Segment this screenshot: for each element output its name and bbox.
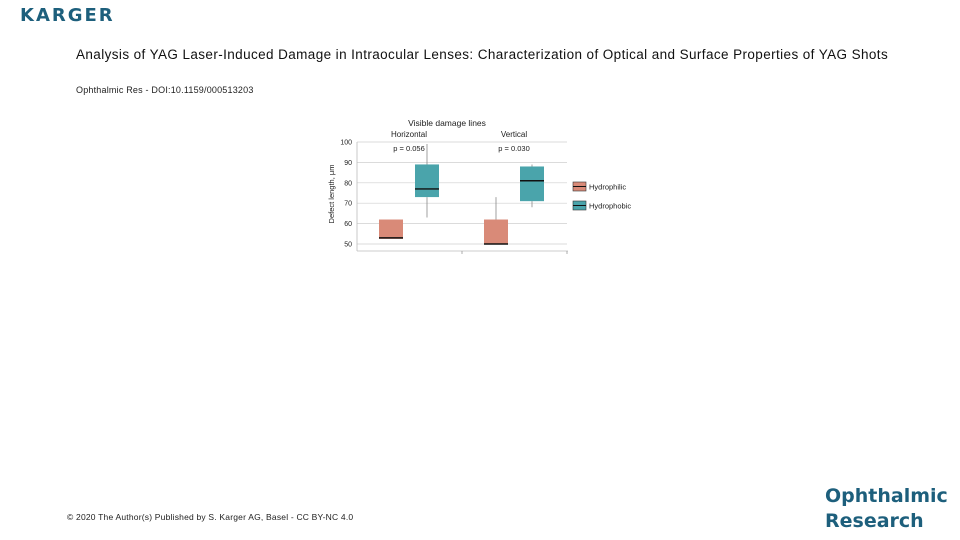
journal-brand-line1: Ophthalmic (825, 485, 948, 507)
article-title: Analysis of YAG Laser-Induced Damage in … (76, 47, 889, 62)
copyright-footer: © 2020 The Author(s) Published by S. Kar… (67, 512, 354, 522)
journal-doi: Ophthalmic Res - DOI:10.1159/000513203 (76, 85, 254, 95)
box-body-hydrophobic-horizontal (415, 164, 439, 198)
y-tick-label-70: 70 (344, 201, 352, 208)
y-tick-label-50: 50 (344, 242, 352, 249)
box-hydrophobic-horizontal (415, 144, 439, 218)
y-tick-label-80: 80 (344, 180, 352, 187)
box-hydrophobic-vertical (520, 164, 544, 208)
karger-logo: KARGER (20, 5, 115, 26)
box-hydrophilic-horizontal (379, 219, 403, 239)
box-hydrophilic-vertical (484, 197, 508, 245)
legend-label-hydrophobic: Hydrophobic (589, 202, 631, 211)
legend-item-hydrophilic: Hydrophilic (572, 181, 626, 192)
box-body-hydrophilic-vertical (484, 219, 508, 244)
y-axis-label: Defect length, μm (327, 165, 336, 224)
box-body-hydrophilic-horizontal (379, 219, 403, 239)
group-label-vertical: Vertical (501, 130, 527, 139)
boxplot-chart: Visible damage lines Horizontal Vertical… (327, 118, 631, 254)
group-label-horizontal: Horizontal (391, 130, 427, 139)
journal-brand-logo: Ophthalmic Research (825, 484, 948, 534)
y-tick-label-60: 60 (344, 221, 352, 228)
p-value-vertical: p = 0.030 (498, 144, 530, 153)
y-tick-label-100: 100 (340, 140, 352, 147)
legend: Hydrophilic Hydrophobic (572, 181, 631, 211)
p-value-horizontal: p = 0.056 (393, 144, 425, 153)
legend-label-hydrophilic: Hydrophilic (589, 183, 626, 192)
box-layer (379, 144, 544, 245)
y-tick-label-90: 90 (344, 160, 352, 167)
y-tick-layer: 50 60 70 80 90 100 (340, 140, 352, 249)
box-body-hydrophobic-vertical (520, 166, 544, 202)
legend-item-hydrophobic: Hydrophobic (572, 200, 631, 211)
chart-title: Visible damage lines (408, 118, 486, 128)
journal-brand-line2: Research (825, 510, 924, 532)
